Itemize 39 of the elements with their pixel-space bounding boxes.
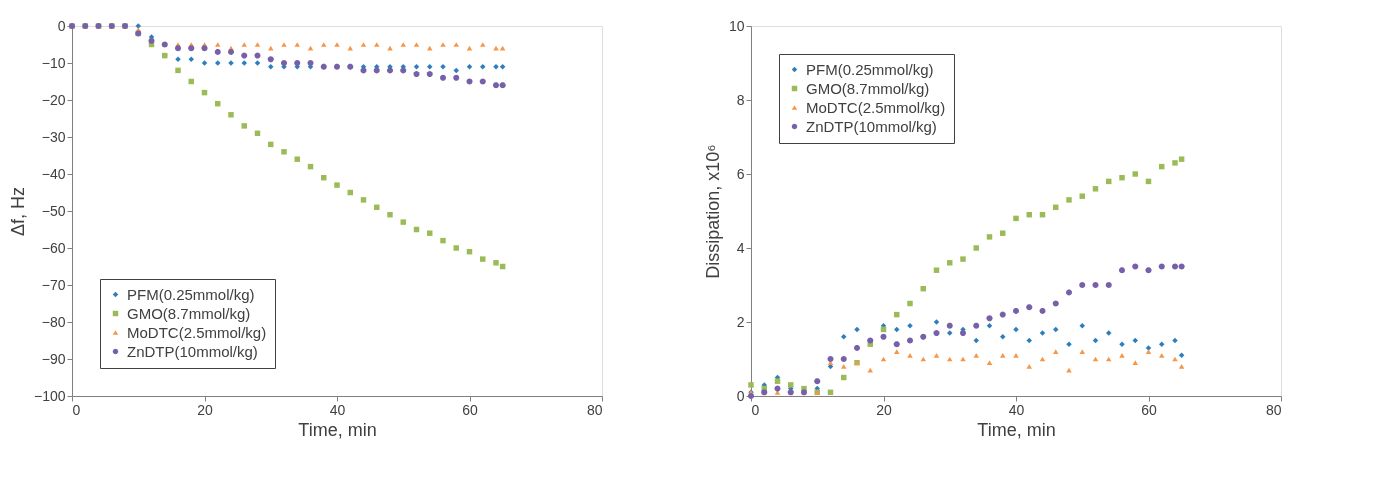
y-tick-label: 0 [57, 17, 66, 34]
legend-label: GMO(8.7mmol/kg) [127, 304, 251, 322]
y-tick-label: −80 [41, 313, 66, 330]
x-tick-label: 20 [197, 401, 213, 418]
y-tick-label: 10 [728, 17, 745, 34]
y-tick-label: −90 [41, 350, 66, 367]
legend-label: ZnDTP(10mmol/kg) [127, 342, 258, 360]
y-tick-label: 6 [736, 165, 745, 182]
x-axis-title: Time, min [977, 419, 1056, 440]
x-tick-label: 40 [329, 401, 346, 418]
legend-label: PFM(0.25mmol/kg) [127, 285, 255, 303]
y-tick-label: −40 [41, 165, 66, 182]
x-tick-label: 40 [1008, 401, 1025, 418]
y-tick-label: −50 [41, 202, 66, 219]
x-tick-label: 0 [751, 401, 760, 418]
y-tick-label: 0 [736, 387, 745, 404]
x-axis-title: Time, min [298, 419, 377, 440]
y-tick-label: −60 [41, 239, 66, 256]
legend-label: GMO(8.7mmol/kg) [806, 79, 930, 97]
y-tick-label: −10 [41, 54, 66, 71]
legend-label: MoDTC(2.5mmol/kg) [806, 98, 946, 116]
x-tick-label: 0 [72, 401, 81, 418]
y-tick-label: 8 [736, 91, 745, 108]
x-tick-label: 60 [462, 401, 478, 418]
y-tick-label: 4 [736, 239, 745, 256]
x-tick-label: 60 [1141, 401, 1157, 418]
y-axis-title: Δf, Hz [7, 186, 28, 237]
x-tick-label: 80 [1265, 401, 1282, 418]
x-tick-label: 80 [586, 401, 603, 418]
y-tick-label: −20 [41, 91, 66, 108]
legend-label: MoDTC(2.5mmol/kg) [127, 323, 267, 341]
y-tick-label: 2 [736, 313, 745, 330]
y-tick-label: −30 [41, 128, 66, 145]
y-tick-label: −100 [33, 387, 66, 404]
y-axis-title: Dissipation, x10⁶ [702, 144, 723, 279]
x-tick-label: 20 [876, 401, 892, 418]
y-tick-label: −70 [41, 276, 66, 293]
legend-label: ZnDTP(10mmol/kg) [806, 117, 937, 135]
legend-label: PFM(0.25mmol/kg) [806, 60, 934, 78]
